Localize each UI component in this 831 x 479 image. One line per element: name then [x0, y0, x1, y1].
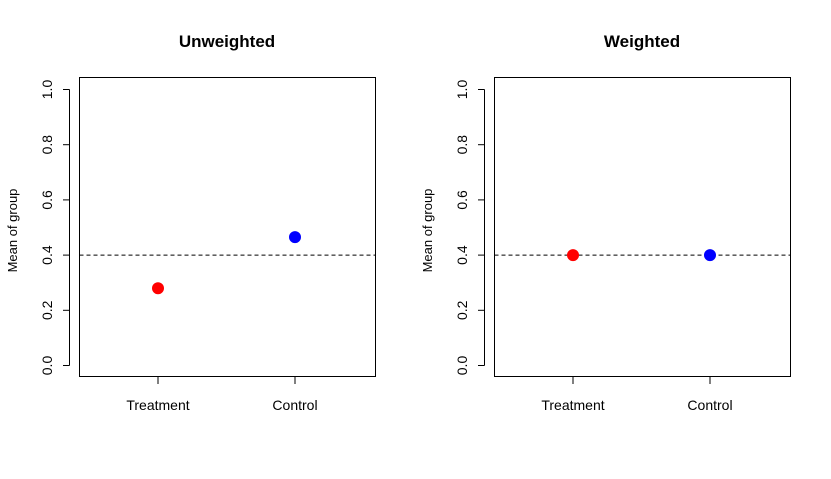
x-tick-label-treatment: Treatment	[541, 397, 604, 413]
plot-frame	[494, 77, 791, 377]
y-tick-label: 1.0	[454, 80, 470, 100]
y-axis-title: Mean of group	[420, 189, 435, 273]
y-tick-label: 0.0	[454, 356, 470, 376]
y-tick-label: 0.4	[454, 245, 470, 265]
x-tick-label-treatment: Treatment	[126, 397, 189, 413]
data-point-treatment	[567, 249, 579, 262]
y-tick-label: 1.0	[39, 80, 55, 100]
x-tick-label-control: Control	[687, 397, 732, 413]
data-point-control	[289, 231, 301, 244]
y-tick-label: 0.0	[39, 356, 55, 376]
chart-title: Weighted	[604, 32, 680, 51]
y-tick-label: 0.2	[39, 300, 55, 320]
data-point-treatment	[152, 282, 164, 295]
y-tick-label: 0.6	[454, 190, 470, 210]
data-point-control	[704, 249, 716, 262]
plot-frame	[79, 77, 376, 377]
panel-weighted: Weighted 0.0 0.2 0.4 0.6 0.8 1.0 Mean of group T…	[420, 32, 791, 413]
y-tick-label: 0.4	[39, 245, 55, 265]
panel-unweighted: Unweighted 0.0 0.2 0.4 0.6 0.8 1.0 Mean of grou…	[5, 32, 376, 413]
y-tick-label: 0.6	[39, 190, 55, 210]
y-tick-label: 0.2	[454, 300, 470, 320]
y-tick-label: 0.8	[454, 135, 470, 155]
y-tick-label: 0.8	[39, 135, 55, 155]
y-axis-title: Mean of group	[5, 189, 20, 273]
chart-title: Unweighted	[179, 32, 275, 51]
x-tick-label-control: Control	[272, 397, 317, 413]
